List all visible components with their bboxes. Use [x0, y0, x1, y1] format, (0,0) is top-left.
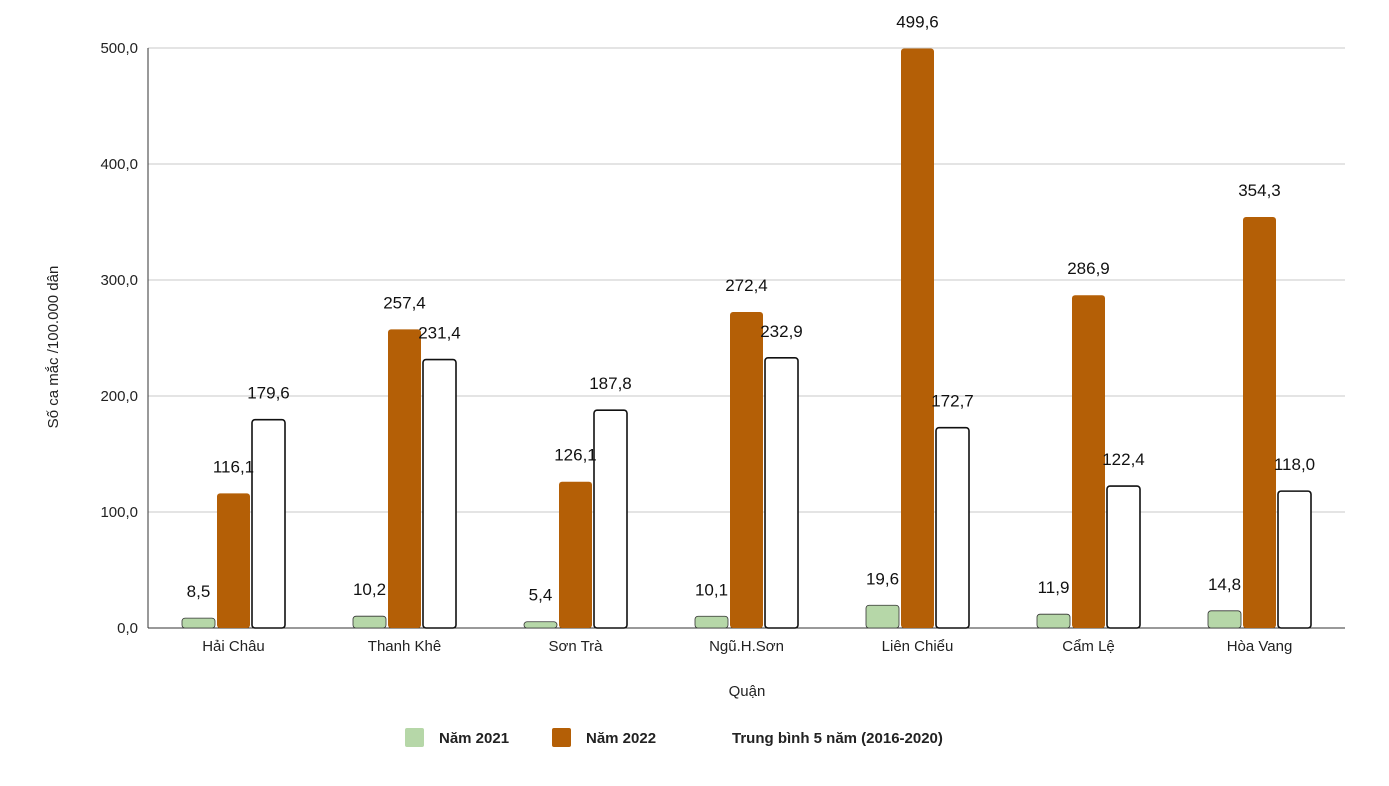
- bar-nam-2021: [352, 615, 387, 629]
- data-label: 14,8: [1208, 575, 1241, 594]
- data-label: 122,4: [1102, 450, 1145, 469]
- bar-trung-binh: [593, 409, 628, 629]
- data-label: 10,2: [353, 580, 386, 599]
- bar-nam-2021: [865, 604, 900, 629]
- y-axis-title: Số ca mắc /100.000 dân: [45, 266, 62, 429]
- bar-nam-2022: [901, 48, 934, 629]
- data-label: 11,9: [1038, 578, 1070, 597]
- legend-swatch: [405, 728, 424, 747]
- data-label: 257,4: [383, 293, 426, 312]
- legend-label: Năm 2022: [586, 730, 656, 747]
- y-tick-label: 0,0: [117, 620, 138, 637]
- legend: Năm 2021 Năm 2022 Trung bình 5 năm (2016-2…: [405, 728, 943, 747]
- bar-nam-2022: [1072, 295, 1105, 628]
- bar-nam-2022: [217, 493, 250, 628]
- x-tick-label: Liên Chiểu: [882, 638, 954, 655]
- data-label: 126,1: [554, 446, 597, 465]
- bar-nam-2022: [730, 312, 763, 628]
- bar-nam-2021: [1036, 613, 1071, 629]
- y-tick-label: 100,0: [100, 504, 138, 521]
- x-tick-label: Thanh Khê: [368, 638, 441, 655]
- bar-nam-2022: [1243, 217, 1276, 628]
- data-label: 10,1: [695, 580, 728, 599]
- x-tick-label: Ngũ.H.Sơn: [709, 638, 784, 655]
- data-label: 231,4: [418, 324, 461, 343]
- bar-trung-binh: [935, 426, 970, 629]
- x-axis-title: Quận: [729, 683, 766, 700]
- y-tick-label: 400,0: [100, 156, 138, 173]
- data-label: 499,6: [896, 12, 939, 31]
- bar-trung-binh: [1277, 490, 1312, 629]
- data-label: 19,6: [866, 569, 899, 588]
- data-label: 232,9: [760, 322, 803, 341]
- bars: [181, 48, 1312, 629]
- data-label: 354,3: [1238, 181, 1281, 200]
- bar-trung-binh: [1106, 485, 1141, 629]
- bar-trung-binh: [422, 358, 457, 629]
- bar-nam-2022: [388, 329, 421, 628]
- bar-nam-2021: [181, 617, 216, 629]
- legend-label: Năm 2021: [439, 730, 509, 747]
- bar-trung-binh: [764, 357, 799, 629]
- data-label: 118,0: [1274, 455, 1315, 474]
- y-tick-label: 200,0: [100, 388, 138, 405]
- data-label: 8,5: [187, 582, 211, 601]
- data-labels: 8,5 116,1 179,6 10,2 257,4 231,4 5,4 126,1 187,8…: [187, 12, 1315, 604]
- x-tick-label: Sơn Trà: [548, 638, 603, 655]
- data-label: 172,7: [931, 392, 974, 411]
- x-tick-label: Hải Châu: [202, 638, 265, 655]
- bar-nam-2021: [1207, 610, 1242, 629]
- data-label: 116,1: [213, 457, 254, 476]
- bar-trung-binh: [251, 418, 286, 629]
- y-tick-label: 300,0: [100, 272, 138, 289]
- data-label: 187,8: [589, 374, 632, 393]
- gridlines: [148, 47, 1345, 513]
- legend-swatch: [552, 728, 571, 747]
- axes: 0,0 100,0 200,0 300,0 400,0 500,0 Hải Châu Than…: [100, 40, 1345, 655]
- bar-nam-2022: [559, 481, 592, 628]
- bar-nam-2021: [523, 621, 558, 629]
- y-tick-label: 500,0: [100, 40, 138, 57]
- data-label: 272,4: [725, 276, 768, 295]
- data-label: 286,9: [1067, 259, 1110, 278]
- x-tick-label: Hòa Vang: [1227, 638, 1293, 655]
- x-tick-label: Cẩm Lệ: [1062, 638, 1115, 655]
- bar-nam-2021: [694, 615, 729, 629]
- data-label: 179,6: [247, 384, 290, 403]
- legend-label: Trung bình 5 năm (2016-2020): [732, 730, 943, 747]
- data-label: 5,4: [529, 586, 553, 605]
